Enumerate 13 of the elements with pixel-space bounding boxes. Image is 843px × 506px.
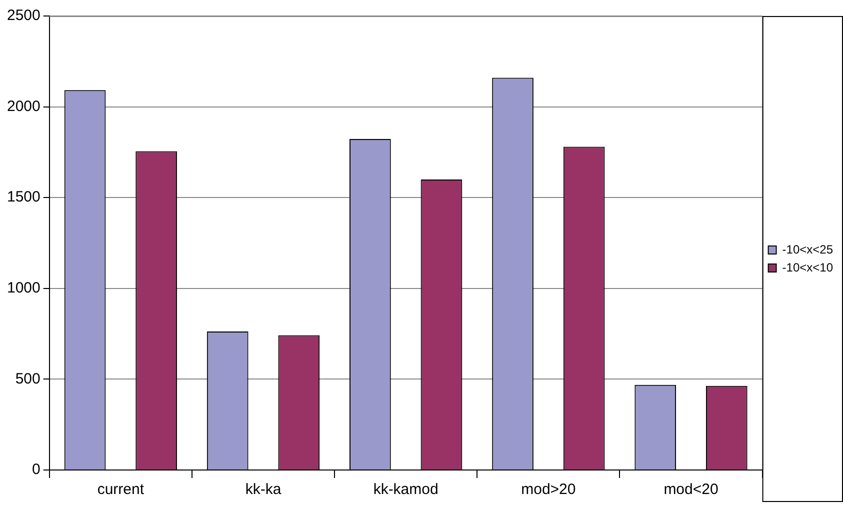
x-tick-label: kk-ka: [245, 481, 282, 498]
legend-label: -10<x<10: [782, 260, 834, 274]
x-tick-label: mod>20: [521, 481, 576, 498]
legend-label: -10<x<25: [782, 242, 834, 256]
y-tick-label: 500: [15, 370, 40, 388]
y-tick-label: 0: [32, 461, 40, 478]
y-tick-label: 1000: [6, 280, 40, 297]
x-tick-label: kk-kamod: [373, 481, 438, 498]
y-tick-label: 1500: [6, 188, 40, 206]
x-tick-label: mod<20: [664, 481, 718, 498]
y-tick-label: 2500: [6, 7, 40, 24]
y-tick-label: 2000: [6, 98, 40, 115]
x-tick-label: current: [97, 481, 145, 498]
